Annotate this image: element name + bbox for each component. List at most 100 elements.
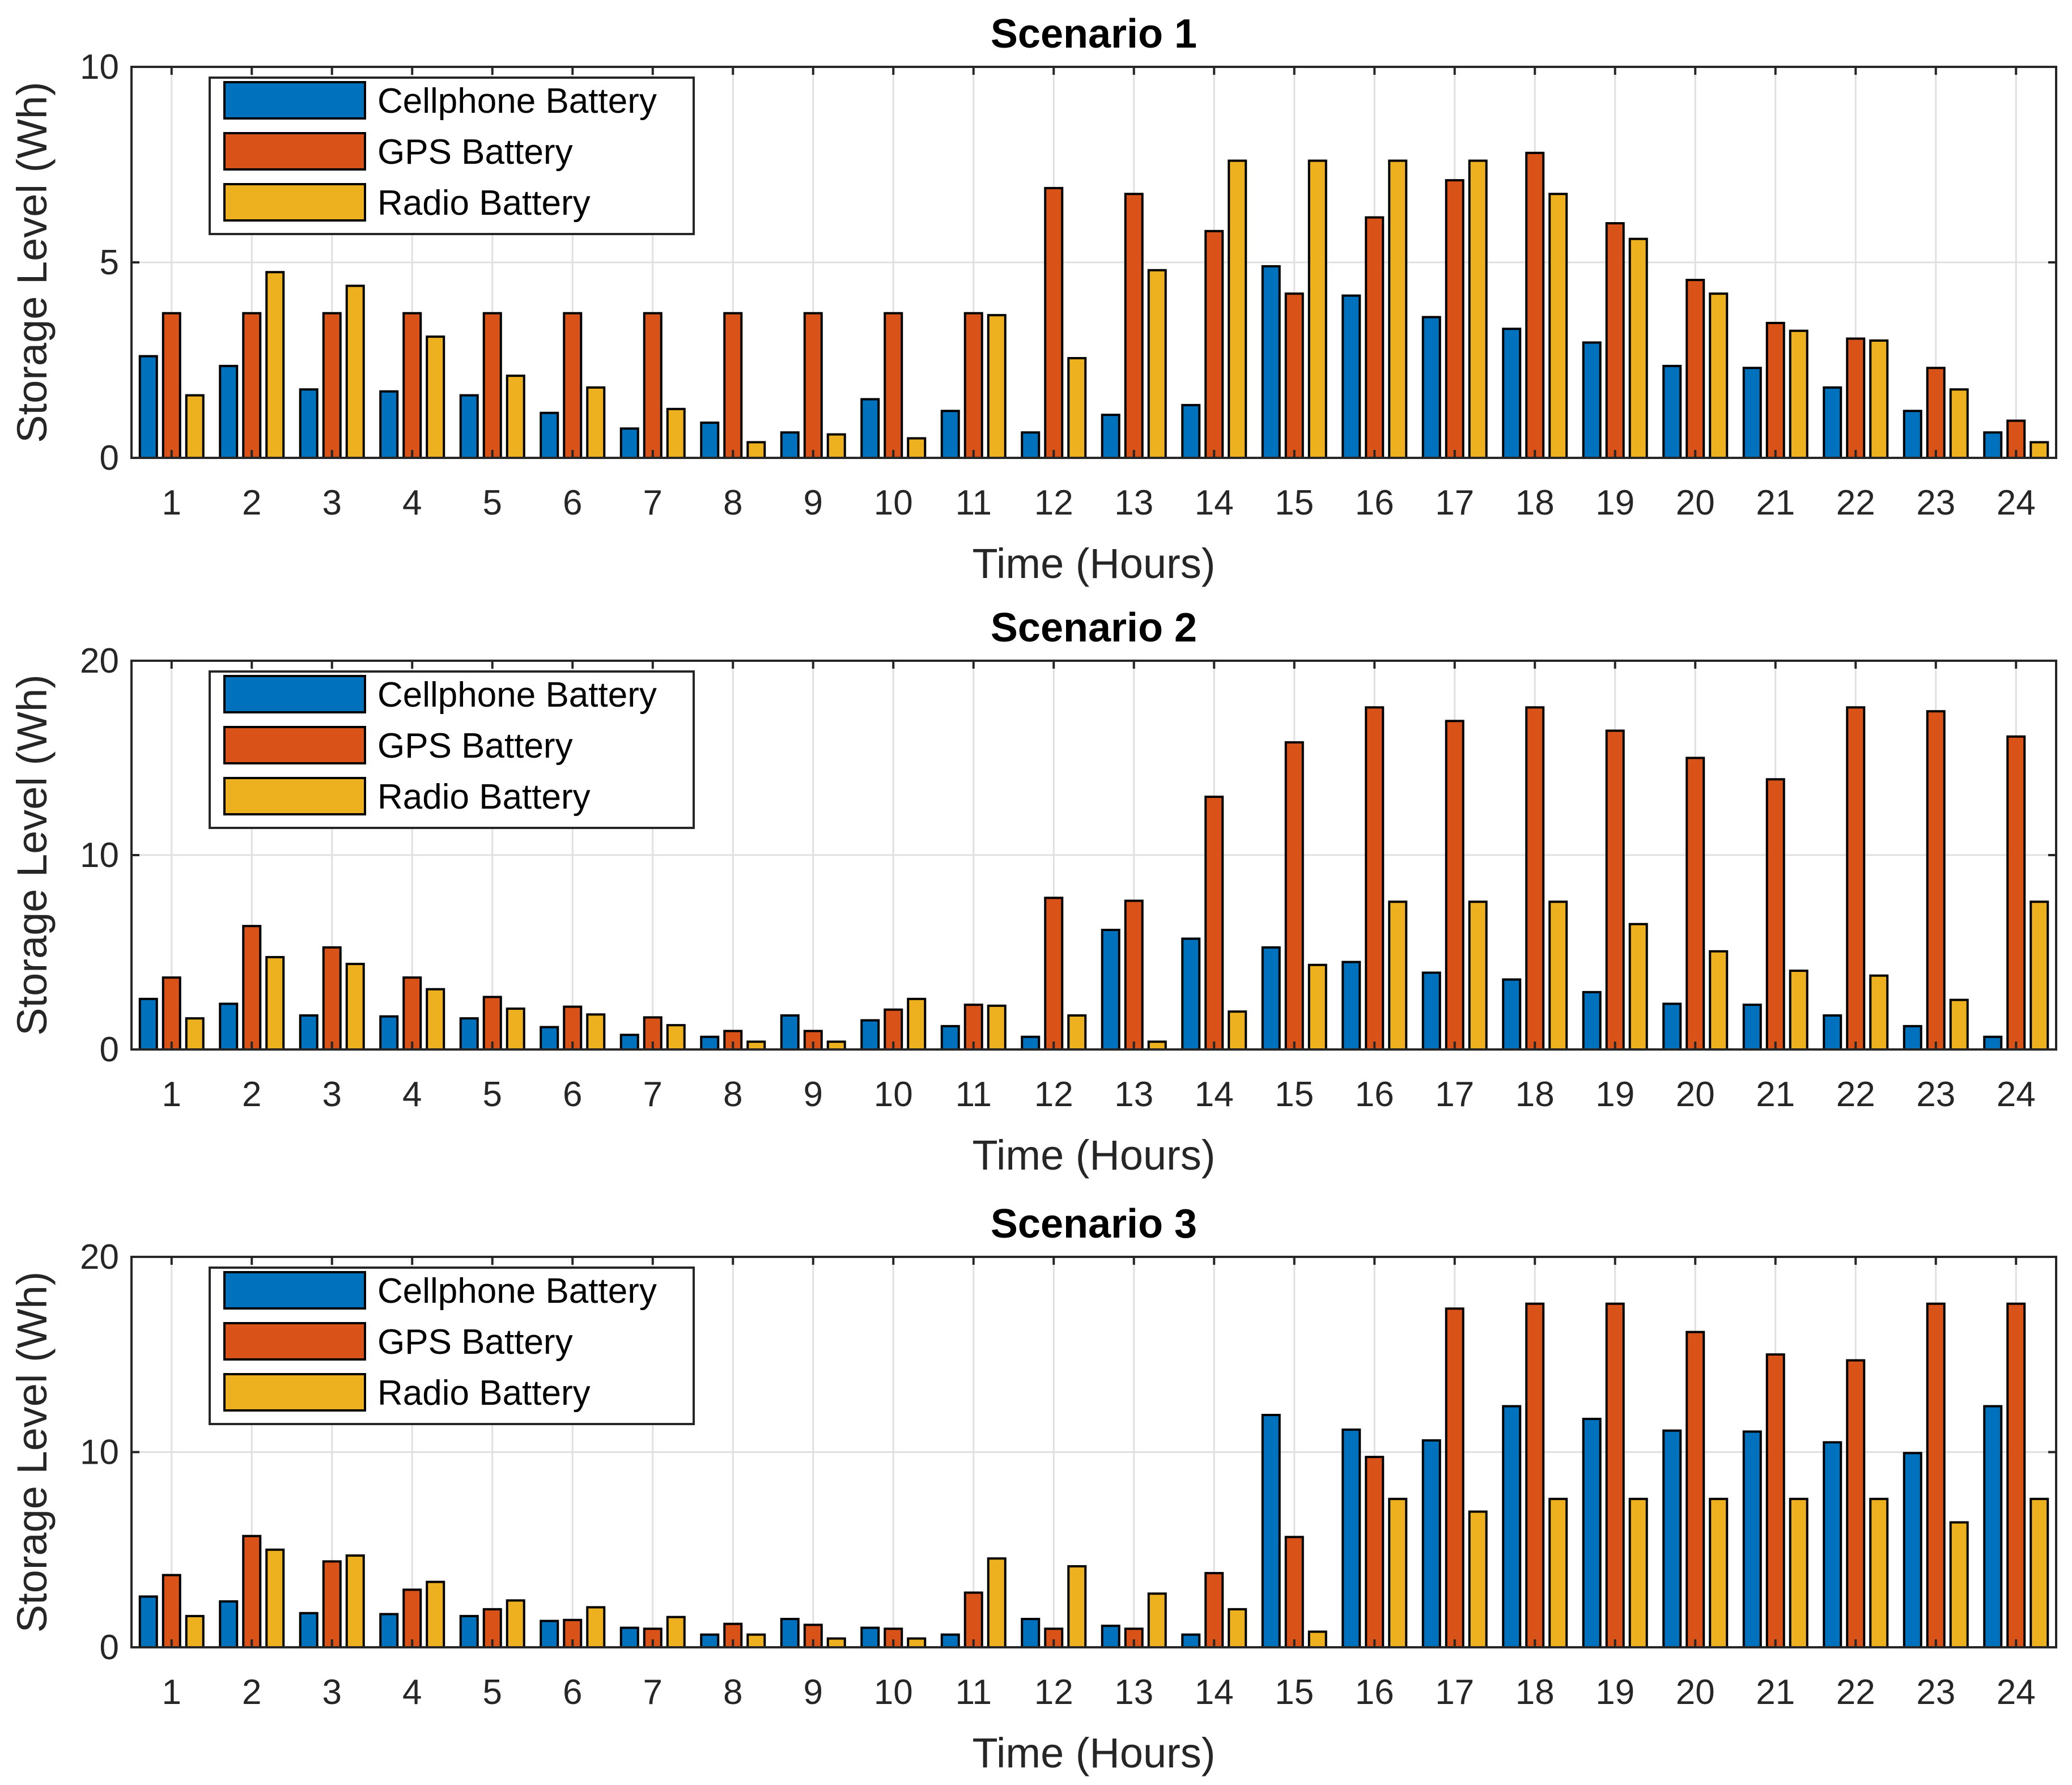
bar-radio-hour-6 — [586, 386, 606, 459]
x-tick-label: 13 — [1114, 1673, 1153, 1712]
bar-cellphone-hour-8 — [700, 1035, 720, 1051]
x-tick-label: 3 — [322, 1673, 342, 1712]
x-axis-label: Time (Hours) — [973, 540, 1216, 587]
x-tick-label: 22 — [1836, 1673, 1875, 1712]
bar-gps-hour-5 — [482, 312, 502, 460]
bar-cellphone-hour-2 — [219, 364, 239, 459]
bar-cellphone-hour-24 — [1983, 431, 2003, 460]
bar-cellphone-hour-15 — [1261, 1414, 1281, 1648]
x-tick-label: 20 — [1676, 483, 1715, 522]
bar-cellphone-hour-19 — [1582, 341, 1602, 460]
x-tick-label: 5 — [483, 1673, 502, 1712]
bar-gps-hour-3 — [322, 946, 342, 1051]
bar-gps-hour-15 — [1284, 1536, 1304, 1648]
bar-cellphone-hour-22 — [1823, 386, 1842, 459]
bar-gps-hour-17 — [1445, 179, 1464, 459]
bar-radio-hour-2 — [265, 956, 285, 1051]
x-tick-label: 12 — [1034, 1673, 1073, 1712]
bar-gps-hour-18 — [1525, 1302, 1545, 1648]
bar-gps-hour-16 — [1365, 706, 1385, 1051]
x-tick-label: 12 — [1034, 1075, 1073, 1114]
bar-cellphone-hour-4 — [379, 390, 399, 460]
bar-radio-hour-13 — [1147, 1040, 1167, 1051]
bar-radio-hour-7 — [666, 1024, 686, 1051]
y-tick-label: 10 — [80, 836, 119, 875]
bar-radio-hour-8 — [746, 1040, 766, 1051]
x-tick-label: 21 — [1756, 483, 1795, 522]
bar-radio-hour-24 — [2029, 441, 2049, 460]
ticks — [131, 66, 2056, 459]
x-tick-label: 13 — [1114, 1075, 1153, 1114]
bar-gps-hour-14 — [1204, 796, 1224, 1051]
y-tick-labels: 0 10 20 — [80, 1238, 119, 1667]
x-tick-label: 14 — [1195, 1075, 1234, 1114]
bar-cellphone-hour-16 — [1341, 294, 1361, 460]
y-tick-label: 0 — [100, 1030, 119, 1069]
x-tick-label: 18 — [1515, 483, 1555, 522]
x-tick-label: 6 — [563, 483, 582, 522]
bar-radio-hour-11 — [987, 1004, 1007, 1051]
bar-gps-hour-1 — [162, 1574, 181, 1648]
x-tick-label: 13 — [1114, 483, 1153, 522]
bar-radio-hour-21 — [1789, 329, 1808, 459]
bar-cellphone-hour-10 — [860, 1626, 880, 1649]
bar-cellphone-hour-14 — [1181, 937, 1201, 1051]
legend-swatch-cellphone — [223, 1271, 366, 1310]
bar-gps-hour-2 — [242, 312, 262, 460]
bar-radio-hour-22 — [1869, 974, 1889, 1051]
bar-radio-hour-18 — [1548, 900, 1568, 1051]
bar-radio-hour-10 — [907, 437, 927, 459]
x-axis-label: Time (Hours) — [973, 1132, 1216, 1179]
bar-cellphone-hour-18 — [1502, 978, 1522, 1051]
legend-label-cellphone: Cellphone Battery — [377, 675, 657, 715]
legend: Cellphone Battery GPS Battery Radio Batter… — [209, 670, 695, 829]
x-tick-label: 5 — [483, 1075, 502, 1114]
bar-cellphone-hour-23 — [1903, 410, 1922, 460]
bar-radio-hour-20 — [1709, 292, 1729, 459]
bar-gps-hour-20 — [1685, 279, 1705, 459]
x-tick-label: 7 — [643, 1075, 663, 1114]
bar-radio-hour-22 — [1869, 339, 1889, 459]
x-tick-label: 7 — [643, 1673, 663, 1712]
bar-cellphone-hour-5 — [459, 1017, 479, 1051]
x-tick-label: 3 — [322, 483, 342, 522]
bar-radio-hour-5 — [506, 1007, 525, 1051]
bar-radio-hour-15 — [1307, 1630, 1327, 1648]
bar-gps-hour-1 — [162, 312, 181, 460]
bar-gps-hour-21 — [1765, 778, 1785, 1051]
x-tick-label: 16 — [1355, 1075, 1394, 1114]
bar-cellphone-hour-21 — [1742, 1430, 1762, 1648]
bar-cellphone-hour-17 — [1421, 316, 1441, 459]
x-tick-label: 19 — [1595, 1673, 1634, 1712]
bar-radio-hour-8 — [746, 441, 766, 460]
bar-radio-hour-3 — [345, 284, 365, 459]
bar-radio-hour-10 — [907, 997, 927, 1051]
x-tick-label: 23 — [1916, 1075, 1955, 1114]
bar-cellphone-hour-23 — [1903, 1025, 1922, 1051]
x-tick-label: 19 — [1595, 1075, 1634, 1114]
x-tick-label: 14 — [1195, 1673, 1234, 1712]
legend-swatch-radio — [223, 777, 366, 815]
x-tick-label: 6 — [563, 1673, 582, 1712]
bar-radio-hour-13 — [1147, 269, 1167, 459]
x-tick-label: 8 — [723, 483, 742, 522]
bar-cellphone-hour-7 — [619, 427, 639, 459]
x-tick-label: 21 — [1756, 1075, 1795, 1114]
bar-gps-hour-17 — [1445, 1307, 1464, 1648]
bar-gps-hour-12 — [1044, 896, 1064, 1051]
bar-gps-hour-21 — [1765, 321, 1785, 460]
x-tick-label: 11 — [956, 1673, 992, 1712]
bar-cellphone-hour-4 — [379, 1613, 399, 1649]
x-tick-label: 1 — [162, 1673, 181, 1712]
bar-radio-hour-21 — [1789, 970, 1808, 1051]
bar-gps-hour-11 — [963, 312, 983, 460]
x-tick-label: 4 — [402, 1673, 422, 1712]
y-tick-label: 0 — [100, 439, 119, 478]
x-tick-label: 16 — [1355, 1673, 1394, 1712]
y-tick-labels: 0 10 20 — [80, 641, 119, 1069]
bar-radio-hour-12 — [1067, 1565, 1087, 1648]
legend-label-gps: GPS Battery — [377, 133, 573, 172]
bar-gps-hour-2 — [242, 925, 262, 1051]
bar-radio-hour-6 — [586, 1606, 606, 1648]
